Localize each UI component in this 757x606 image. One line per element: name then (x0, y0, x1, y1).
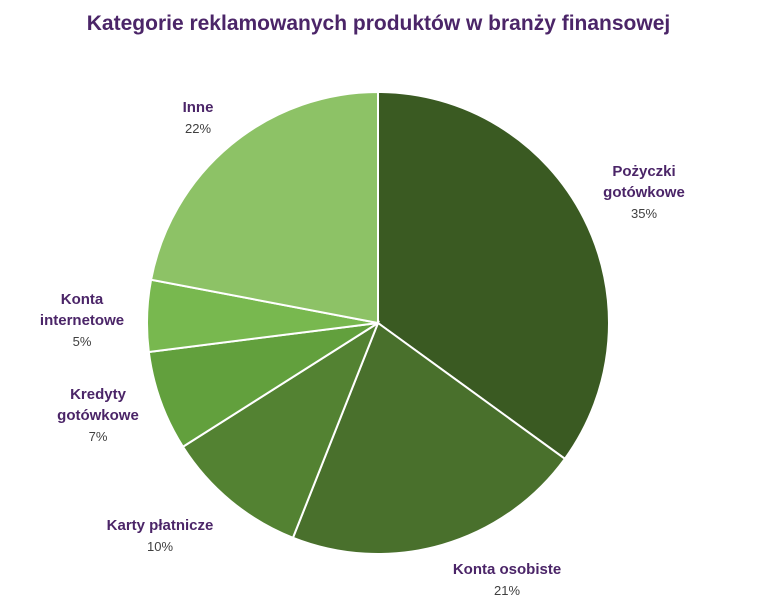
pie-slice-4 (147, 322, 379, 449)
pie-labels: Pożyczki gotówkowe 35% Konta osobiste 21% Kar… (40, 99, 685, 598)
pie-slice-1 (377, 90, 610, 461)
slice-value-4: 7% (89, 429, 108, 444)
pie-slice-6 (149, 90, 379, 325)
slice-label-6: Inne 22% (183, 99, 214, 136)
slice-label-5: Konta internetowe 5% (40, 291, 124, 349)
slice-value-3: 10% (147, 539, 173, 554)
pie-slices (146, 90, 610, 555)
slice-label-1: Pożyczki gotówkowe 35% (603, 163, 685, 221)
pie-slice-3 (181, 320, 381, 540)
pie-slice-2 (291, 321, 567, 555)
slice-value-2: 21% (494, 583, 520, 598)
slice-value-5: 5% (73, 334, 92, 349)
slice-label-2: Konta osobiste 21% (453, 561, 561, 598)
chart-title: Kategorie reklamowanych produktów w bran… (86, 12, 671, 35)
slice-label-3: Karty płatnicze 10% (107, 517, 214, 554)
slice-value-6: 22% (185, 121, 211, 136)
slice-label-4: Kredyty gotówkowe 7% (57, 386, 139, 444)
slice-value-1: 35% (631, 206, 657, 221)
